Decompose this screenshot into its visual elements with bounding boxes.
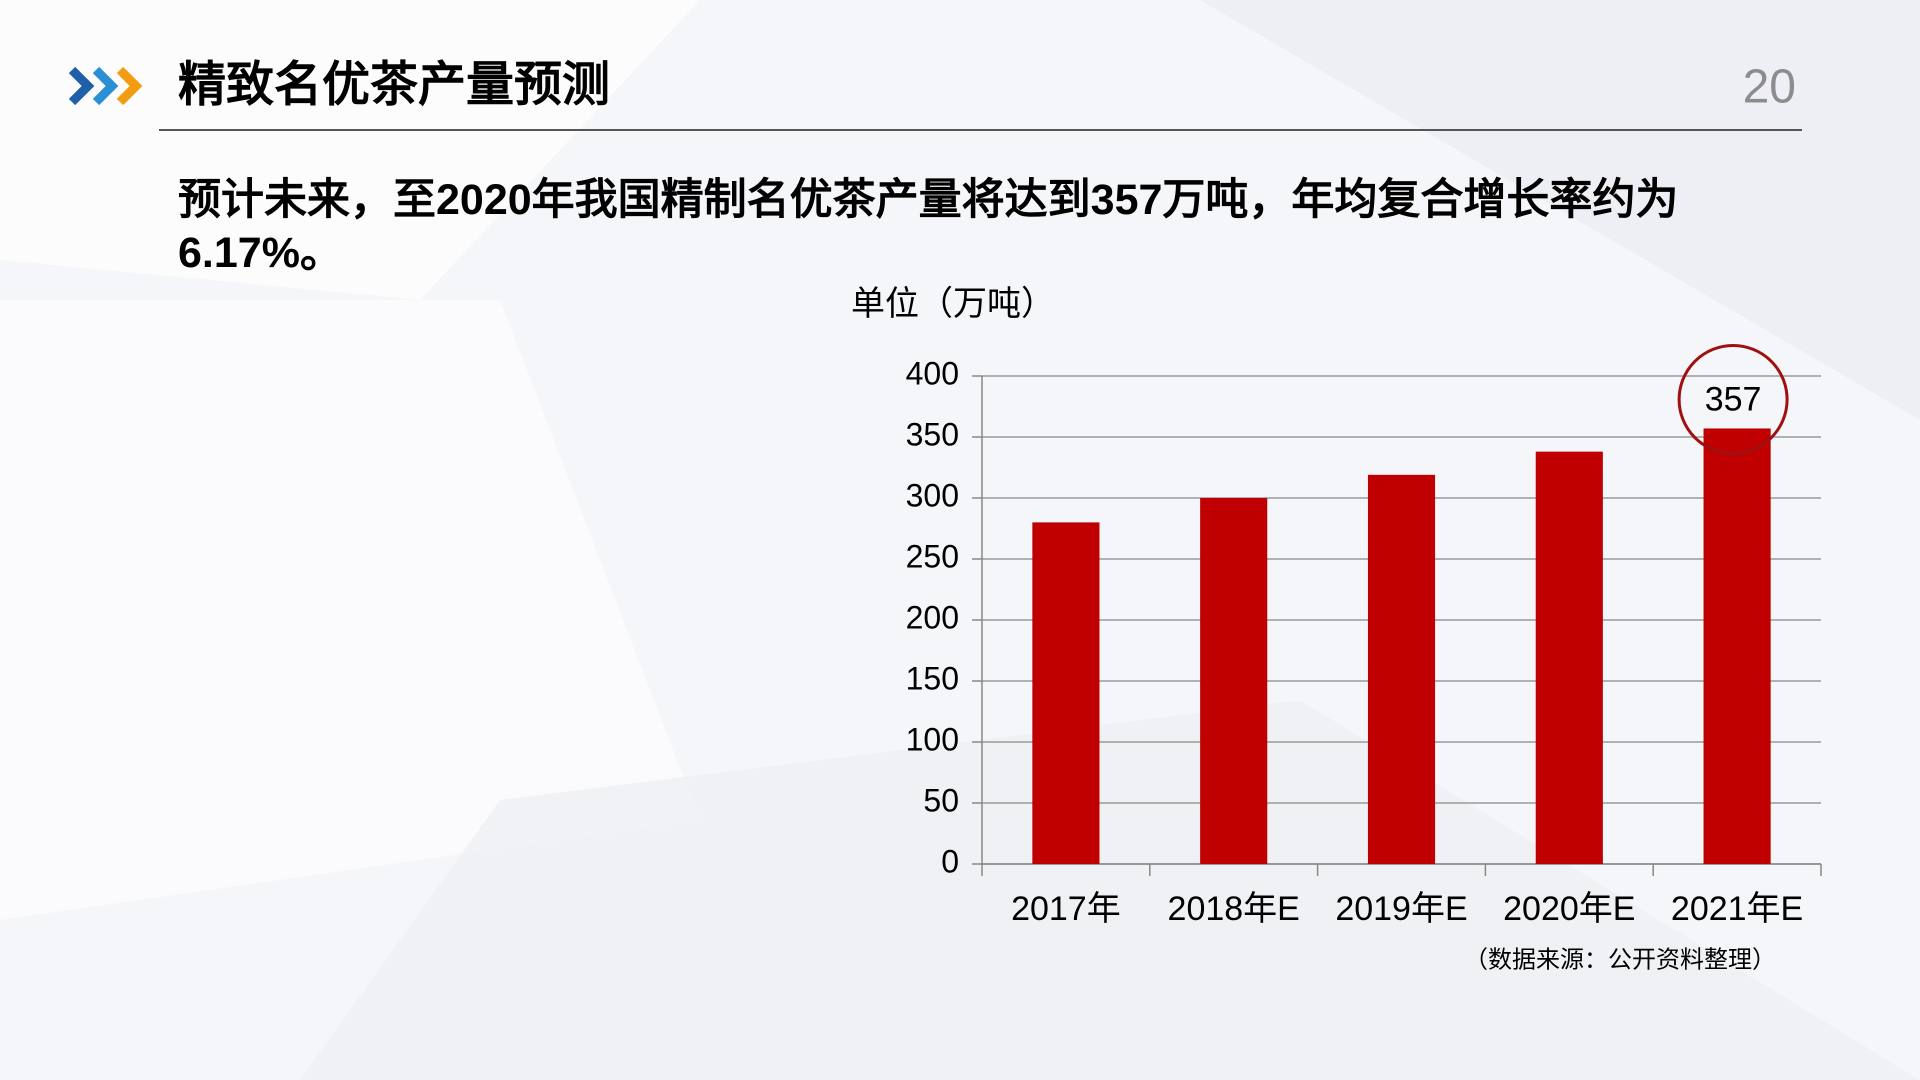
y-axis-label: 单位（万吨）	[851, 285, 1055, 323]
y-tick-label: 150	[906, 660, 959, 696]
y-tick-label: 250	[906, 538, 959, 574]
bar	[1367, 474, 1436, 864]
bg-shape	[300, 700, 1920, 1080]
y-tick-label: 200	[906, 599, 959, 635]
x-tick-label: 2021年E	[1671, 890, 1803, 928]
bar	[1535, 451, 1603, 864]
y-tick-label: 350	[906, 416, 959, 452]
bar	[1032, 522, 1100, 864]
y-tick-label: 100	[906, 721, 959, 757]
x-tick-label: 2019年E	[1335, 890, 1467, 928]
data-label: 357	[1705, 380, 1762, 418]
bar	[1703, 428, 1771, 864]
x-tick-label: 2018年E	[1168, 890, 1300, 928]
page-number: 20	[1743, 61, 1796, 114]
bg-shape	[0, 300, 700, 920]
source-note: （数据来源：公开资料整理）	[1464, 946, 1776, 973]
y-tick-label: 0	[941, 843, 959, 879]
bg-shape	[1200, 0, 1920, 420]
subtitle: 预计未来，至2020年我国精制名优茶产量将达到357万吨，年均复合增长率约为6.…	[178, 176, 1679, 277]
y-tick-label: 300	[906, 477, 959, 513]
bg-shape	[0, 0, 700, 300]
highlight-circle	[1677, 343, 1789, 455]
page-title: 精致名优茶产量预测	[178, 59, 610, 112]
y-tick-label: 50	[923, 782, 959, 818]
arrow-icon	[68, 66, 143, 106]
bar	[1200, 498, 1268, 864]
x-tick-label: 2020年E	[1503, 890, 1635, 928]
x-tick-label: 2017年	[1011, 890, 1121, 928]
y-tick-label: 400	[906, 355, 959, 391]
